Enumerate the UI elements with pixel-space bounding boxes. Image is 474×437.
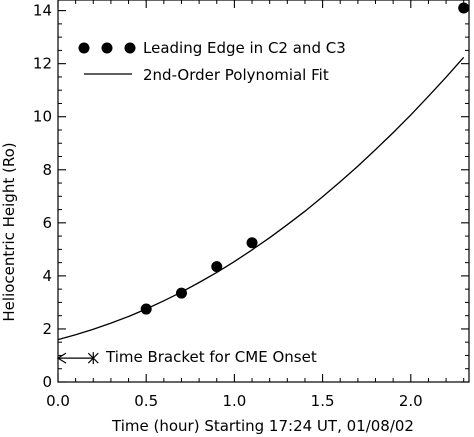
tick-labels: 0.0 0.5 1.0 1.5 2.0 0 2 4 6 8 10 12 14 bbox=[33, 2, 423, 410]
y-tick-label: 8 bbox=[42, 161, 52, 179]
legend-label-markers: Leading Edge in C2 and C3 bbox=[143, 39, 346, 57]
x-axis-label: Time (hour) Starting 17:24 UT, 01/08/02 bbox=[111, 417, 414, 435]
data-point bbox=[211, 261, 223, 273]
x-tick-label: 0.0 bbox=[46, 392, 70, 410]
data-point bbox=[140, 303, 152, 315]
legend-marker bbox=[101, 42, 113, 54]
y-axis-label: Heliocentric Height (Ro) bbox=[0, 142, 18, 321]
fit-line bbox=[57, 56, 465, 341]
data-point bbox=[246, 237, 258, 249]
x-tick-label: 1.0 bbox=[222, 392, 246, 410]
y-tick-label: 4 bbox=[42, 267, 52, 285]
plot-frame bbox=[57, 0, 470, 383]
legend-marker bbox=[124, 42, 136, 54]
x-tick-label: 2.0 bbox=[399, 392, 423, 410]
x-tick-label: 1.5 bbox=[311, 392, 335, 410]
ticks bbox=[57, 0, 469, 383]
y-tick-label: 0 bbox=[42, 373, 52, 391]
legend-label-line: 2nd-Order Polynomial Fit bbox=[143, 66, 329, 84]
legend-marker bbox=[78, 42, 90, 54]
data-points bbox=[140, 2, 470, 315]
data-point bbox=[458, 2, 470, 14]
y-tick-label: 10 bbox=[33, 108, 52, 126]
data-point bbox=[175, 287, 187, 299]
legend: Leading Edge in C2 and C3 2nd-Order Poly… bbox=[78, 39, 346, 84]
y-tick-label: 12 bbox=[33, 55, 52, 73]
onset-bracket bbox=[56, 352, 99, 365]
y-tick-label: 2 bbox=[42, 320, 52, 338]
x-tick-label: 0.5 bbox=[134, 392, 158, 410]
y-tick-label: 6 bbox=[42, 214, 52, 232]
onset-bracket-label: Time Bracket for CME Onset bbox=[105, 348, 317, 366]
bracket-arrowhead bbox=[56, 352, 67, 364]
y-tick-label: 14 bbox=[33, 2, 52, 20]
legend-markers bbox=[78, 42, 136, 54]
